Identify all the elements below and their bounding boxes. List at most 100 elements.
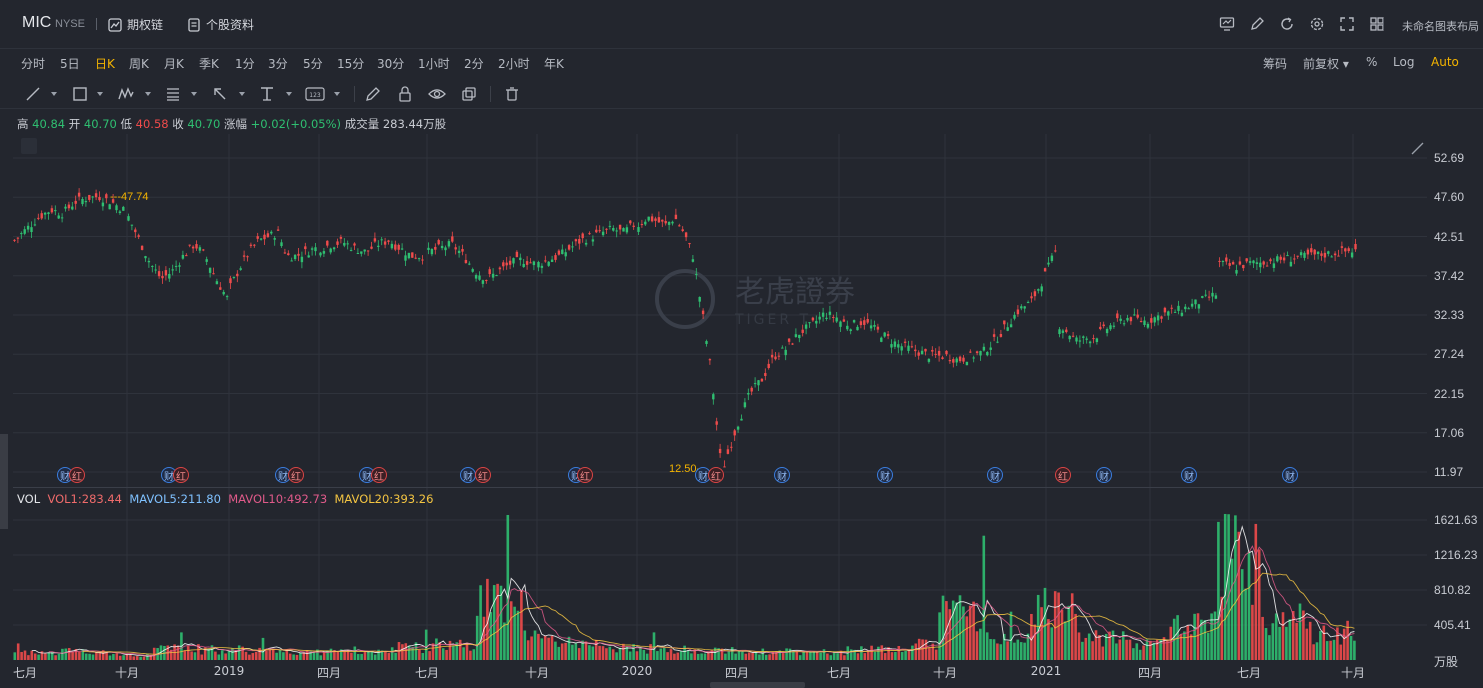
- volume-bar: [506, 514, 510, 660]
- chevron-down-icon[interactable]: [286, 92, 292, 96]
- earnings-marker[interactable]: 财: [987, 467, 1003, 483]
- candle-body: [1320, 253, 1323, 256]
- dividend-marker[interactable]: 红: [288, 467, 304, 483]
- chevron-down-icon[interactable]: [334, 92, 340, 96]
- chart-option-4[interactable]: Auto: [1431, 55, 1459, 69]
- bottom-scroll-handle[interactable]: [710, 682, 805, 688]
- volume-bar: [1322, 625, 1326, 660]
- volume-bar: [540, 638, 544, 660]
- volume-value: 283.44万股: [382, 117, 447, 131]
- period-14[interactable]: 年K: [544, 57, 564, 71]
- volume-bar: [210, 645, 214, 660]
- chevron-down-icon[interactable]: [145, 92, 151, 96]
- chart-option-3[interactable]: Log: [1393, 55, 1415, 69]
- pencil-icon[interactable]: [364, 85, 382, 103]
- earnings-marker[interactable]: 财: [1096, 467, 1112, 483]
- volume-chart[interactable]: [13, 488, 1427, 660]
- volume-bar: [1312, 644, 1315, 660]
- candle-body: [657, 217, 661, 223]
- trash-icon[interactable]: [503, 85, 521, 103]
- rectangle-tool-icon[interactable]: [71, 85, 89, 103]
- period-9[interactable]: 15分: [337, 57, 365, 71]
- stock-info-button[interactable]: 个股资料: [187, 16, 254, 33]
- screen-icon[interactable]: [1217, 14, 1237, 34]
- dividend-marker[interactable]: 红: [708, 467, 724, 483]
- candle-body: [283, 252, 287, 254]
- volume-bar: [911, 645, 914, 660]
- chevron-down-icon[interactable]: [239, 92, 245, 96]
- volume-bar: [1183, 631, 1186, 660]
- volume-bar: [1145, 639, 1149, 660]
- volume-bar: [30, 650, 34, 660]
- settings-icon[interactable]: [1307, 14, 1327, 34]
- arrow-tool-icon[interactable]: [211, 85, 229, 103]
- dividend-marker[interactable]: 红: [371, 467, 387, 483]
- candle-body: [561, 249, 564, 255]
- volume-bar: [1329, 640, 1332, 660]
- options-chain-button[interactable]: 期权链: [108, 16, 163, 33]
- period-6[interactable]: 1分: [235, 57, 255, 71]
- pattern-tool-icon[interactable]: [117, 85, 135, 103]
- period-2[interactable]: 日K: [95, 57, 115, 71]
- period-0[interactable]: 分时: [21, 57, 46, 71]
- period-5[interactable]: 季K: [199, 57, 219, 71]
- volume-bar: [1047, 619, 1050, 660]
- edit-icon[interactable]: [1247, 14, 1267, 34]
- period-7[interactable]: 3分: [268, 57, 288, 71]
- eye-icon[interactable]: [428, 85, 446, 103]
- candle-body: [353, 243, 356, 246]
- earnings-marker[interactable]: 财: [695, 467, 711, 483]
- fullscreen-icon[interactable]: [1337, 14, 1357, 34]
- candle-body: [1269, 259, 1272, 262]
- period-1[interactable]: 5日: [60, 57, 80, 71]
- layout-name[interactable]: 未命名图表布局: [1402, 20, 1479, 33]
- line-tool-icon[interactable]: [24, 85, 42, 103]
- dividend-marker[interactable]: 红: [1055, 467, 1071, 483]
- period-8[interactable]: 5分: [303, 57, 323, 71]
- period-3[interactable]: 周K: [129, 57, 149, 71]
- candle-body: [591, 239, 595, 242]
- candle-body: [478, 275, 481, 280]
- candle-body: [1323, 252, 1327, 258]
- candle-body: [421, 259, 424, 261]
- candle-body: [544, 260, 547, 262]
- earnings-marker[interactable]: 财: [1282, 467, 1298, 483]
- fibonacci-tool-icon[interactable]: [164, 85, 182, 103]
- refresh-icon[interactable]: [1277, 14, 1297, 34]
- candle-body: [1068, 335, 1071, 340]
- candle-body: [1116, 313, 1119, 319]
- earnings-marker[interactable]: 财: [460, 467, 476, 483]
- volume-bar: [866, 651, 870, 660]
- dividend-marker[interactable]: 红: [577, 467, 593, 483]
- chevron-down-icon[interactable]: [191, 92, 197, 96]
- chart-option-1[interactable]: 前复权 ▾: [1303, 57, 1349, 71]
- volume-legend: VOL VOL1:283.44 MAVOL5:211.80 MAVOL10:49…: [17, 492, 433, 506]
- side-collapse-handle[interactable]: [0, 434, 8, 529]
- volume-bar: [1200, 619, 1203, 660]
- text-tool-icon[interactable]: [258, 85, 276, 103]
- candle-body: [969, 351, 972, 353]
- period-10[interactable]: 30分: [377, 57, 405, 71]
- candle-body: [1050, 255, 1054, 261]
- period-12[interactable]: 2分: [464, 57, 484, 71]
- earnings-marker[interactable]: 财: [1181, 467, 1197, 483]
- dividend-marker[interactable]: 红: [475, 467, 491, 483]
- copy-icon[interactable]: [460, 85, 478, 103]
- number-tool-icon[interactable]: 123: [305, 85, 325, 103]
- layout-grid-icon[interactable]: [1367, 14, 1387, 34]
- chart-option-0[interactable]: 筹码: [1263, 57, 1288, 71]
- period-4[interactable]: 月K: [164, 57, 184, 71]
- dividend-marker[interactable]: 红: [173, 467, 189, 483]
- candle-body: [108, 204, 111, 210]
- period-11[interactable]: 1小时: [418, 57, 450, 71]
- dividend-marker[interactable]: 红: [69, 467, 85, 483]
- chart-option-2[interactable]: %: [1366, 55, 1378, 69]
- lock-icon[interactable]: [396, 85, 414, 103]
- earnings-marker[interactable]: 财: [877, 467, 893, 483]
- earnings-marker[interactable]: 财: [774, 467, 790, 483]
- chevron-down-icon[interactable]: [51, 92, 57, 96]
- chevron-down-icon[interactable]: [97, 92, 103, 96]
- candle-body: [550, 259, 554, 263]
- period-13[interactable]: 2小时: [498, 57, 530, 71]
